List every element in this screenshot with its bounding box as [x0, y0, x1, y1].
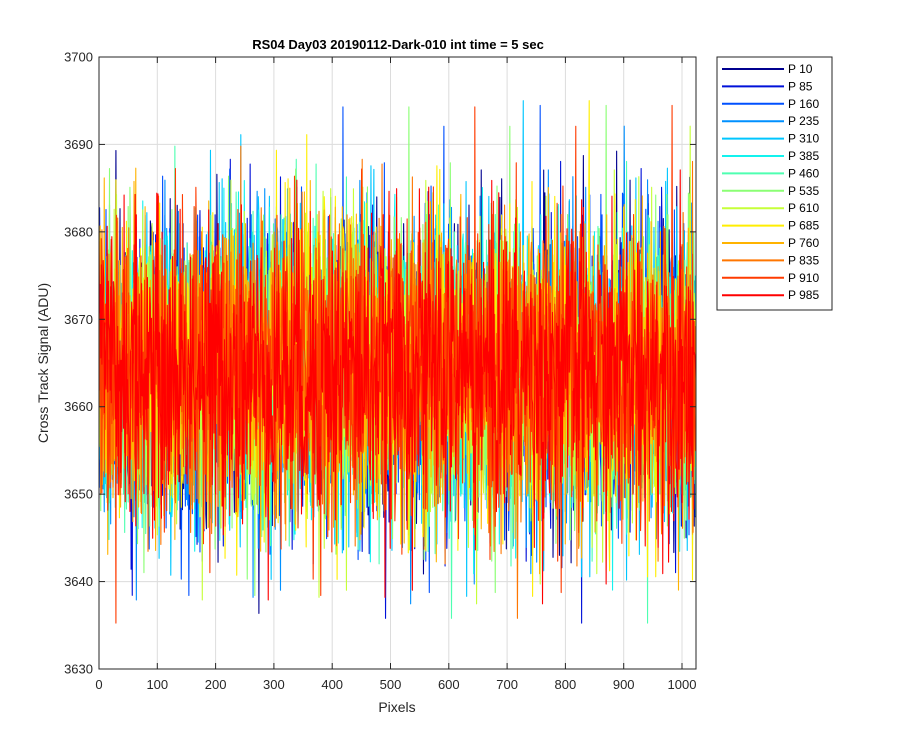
y-axis-label: Cross Track Signal (ADU) [35, 283, 51, 443]
x-tick-label-10: 1000 [668, 677, 697, 692]
series-layer [99, 100, 696, 624]
x-tick-label-3: 300 [263, 677, 285, 692]
legend-label-p760: P 760 [788, 236, 819, 250]
x-axis-label: Pixels [378, 699, 415, 715]
legend-box [716, 56, 833, 311]
legend-items: P 10 P 85 P 160 P 235 P 310 P 385 P 460 P 535 P … [722, 62, 819, 302]
y-tick-label-7: 3700 [64, 50, 93, 65]
x-tick-label-0: 0 [95, 677, 102, 692]
x-tick-label-4: 400 [321, 677, 343, 692]
legend-label-p85: P 85 [788, 79, 813, 93]
legend-label-p910: P 910 [788, 271, 819, 285]
legend-label-p160: P 160 [788, 97, 819, 111]
x-tick-label-9: 900 [613, 677, 635, 692]
legend-label-p235: P 235 [788, 114, 819, 128]
legend-label-p835: P 835 [788, 253, 819, 267]
y-tick-label-0: 3630 [64, 662, 93, 677]
axes-frame [98, 56, 697, 670]
legend-label-p685: P 685 [788, 219, 819, 233]
series-line-p985 [99, 169, 696, 605]
x-tick-label-7: 700 [496, 677, 518, 692]
y-tick-label-1: 3640 [64, 574, 93, 589]
x-tick-label-1: 100 [146, 677, 168, 692]
chart-title: RS04 Day03 20190112-Dark-010 int time = … [252, 37, 544, 52]
legend-label-p310: P 310 [788, 132, 819, 146]
x-axis-ticks: 0 100 200 300 400 500 600 700 800 900 1000 [95, 57, 696, 692]
x-tick-label-2: 200 [205, 677, 227, 692]
x-tick-label-8: 800 [555, 677, 577, 692]
legend-label-p385: P 385 [788, 149, 819, 163]
x-tick-label-5: 500 [380, 677, 402, 692]
legend-label-p535: P 535 [788, 184, 819, 198]
legend-label-p610: P 610 [788, 201, 819, 215]
x-tick-label-6: 600 [438, 677, 460, 692]
y-tick-label-4: 3670 [64, 312, 93, 327]
legend: P 10 P 85 P 160 P 235 P 310 P 385 P 460 P 535 P … [716, 56, 833, 311]
plot-area: 0 100 200 300 400 500 600 700 800 900 1000 3630 364… [64, 50, 697, 692]
y-tick-label-3: 3660 [64, 399, 93, 414]
legend-label-p10: P 10 [788, 62, 813, 76]
y-tick-label-5: 3680 [64, 224, 93, 239]
legend-label-p460: P 460 [788, 166, 819, 180]
y-axis-ticks: 3630 3640 3650 3660 3670 3680 3690 3700 [64, 50, 696, 677]
y-tick-label-6: 3690 [64, 137, 93, 152]
legend-label-p985: P 985 [788, 288, 819, 302]
y-tick-label-2: 3650 [64, 487, 93, 502]
